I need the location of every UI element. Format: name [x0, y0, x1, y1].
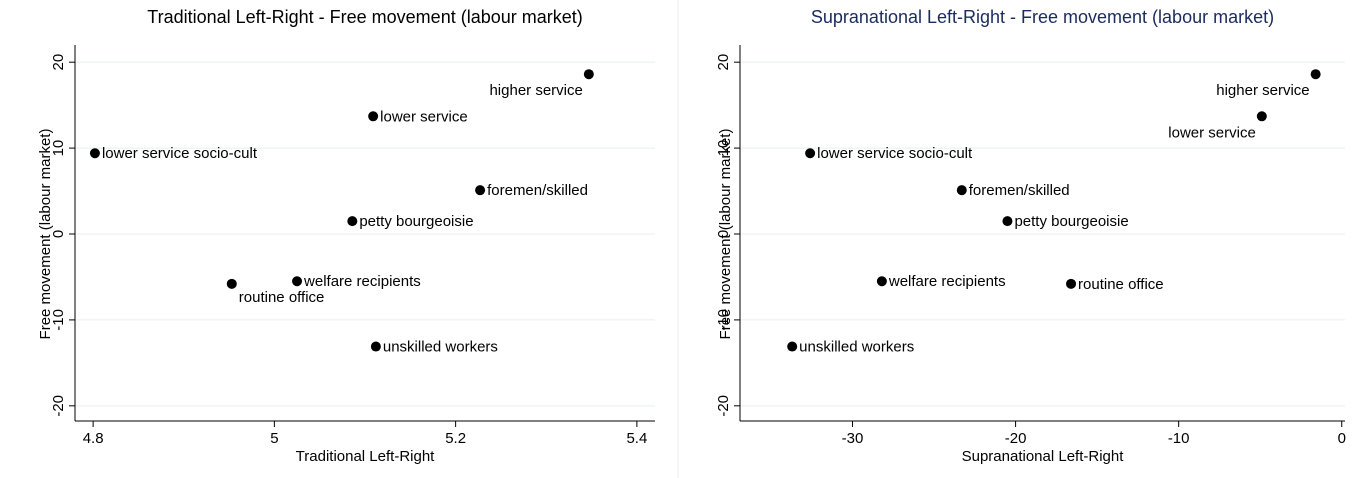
point [89, 148, 100, 159]
y-tick-label: 10 [715, 140, 732, 157]
point-label: routine office [239, 289, 325, 306]
point-label: petty bourgeoisie [359, 213, 473, 230]
point-label: petty bourgeoisie [1014, 213, 1128, 230]
point [368, 111, 379, 122]
x-tick-label: -30 [842, 430, 864, 447]
point-label: unskilled workers [383, 339, 498, 356]
point [787, 341, 798, 352]
point [583, 69, 594, 80]
point-label: lower service socio-cult [102, 145, 258, 162]
y-tick-label: -20 [50, 395, 67, 417]
point-label: foremen/skilled [487, 182, 588, 199]
point-label: lower service socio-cult [817, 145, 973, 162]
point [1066, 278, 1077, 289]
x-tick-label: 5 [270, 430, 278, 447]
point [805, 148, 816, 159]
chart-title: Traditional Left-Right - Free movement (… [147, 7, 583, 27]
x-axis-label: Supranational Left-Right [962, 448, 1125, 465]
point-label: higher service [1216, 82, 1309, 99]
point-label: unskilled workers [799, 339, 914, 356]
y-tick-label: -20 [715, 395, 732, 417]
y-axis-label: Free movement (labour market) [717, 129, 734, 340]
point [1256, 111, 1267, 122]
y-tick-label: 0 [50, 230, 67, 238]
x-tick-label: 5.2 [445, 430, 466, 447]
point-label: higher service [489, 82, 582, 99]
x-tick-label: 5.4 [626, 430, 647, 447]
point-label: lower service [380, 108, 468, 125]
point-label: foremen/skilled [969, 182, 1070, 199]
y-axis-label: Free movement (labour market) [37, 129, 54, 340]
point-label: welfare recipients [888, 273, 1006, 290]
y-tick-label: -10 [50, 309, 67, 331]
point-label: routine office [1078, 276, 1164, 293]
x-tick-label: -20 [1005, 430, 1027, 447]
point [475, 185, 486, 196]
point-label: lower service [1168, 124, 1256, 141]
y-tick-label: -10 [715, 309, 732, 331]
x-axis-label: Traditional Left-Right [296, 448, 436, 465]
point [1310, 69, 1321, 80]
x-tick-label: 4.8 [83, 430, 104, 447]
y-tick-label: 20 [50, 54, 67, 71]
y-tick-label: 10 [50, 140, 67, 157]
y-tick-label: 0 [715, 230, 732, 238]
point [956, 185, 967, 196]
point [292, 276, 303, 287]
x-tick-label: -10 [1168, 430, 1190, 447]
point [1002, 216, 1013, 227]
point [370, 341, 381, 352]
x-tick-label: 0 [1338, 430, 1346, 447]
point-label: welfare recipients [303, 273, 421, 290]
point [347, 216, 358, 227]
point [876, 276, 887, 287]
point [226, 278, 237, 289]
y-tick-label: 20 [715, 54, 732, 71]
chart-title: Supranational Left-Right - Free movement… [811, 7, 1274, 27]
